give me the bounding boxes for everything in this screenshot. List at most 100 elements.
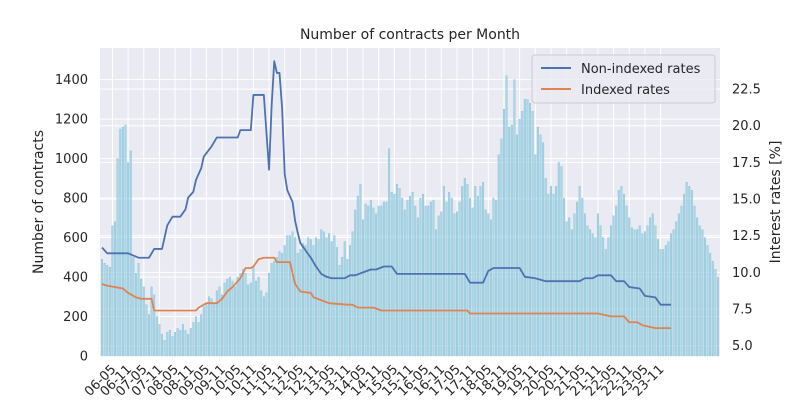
bar — [529, 103, 532, 357]
bar — [450, 197, 453, 357]
bar — [247, 284, 250, 357]
bar — [693, 205, 696, 357]
bar — [489, 219, 492, 357]
bar — [401, 197, 404, 357]
bar — [239, 272, 242, 357]
bar — [325, 237, 328, 357]
bar — [208, 296, 210, 357]
bar — [696, 217, 699, 357]
bar — [215, 290, 218, 357]
bar — [403, 209, 406, 357]
bar — [116, 158, 119, 357]
bar — [221, 294, 224, 357]
bar — [560, 166, 563, 357]
bar — [307, 237, 310, 357]
bar — [189, 328, 192, 357]
bar — [299, 249, 302, 357]
bar — [388, 148, 391, 357]
bar — [484, 209, 487, 357]
line-non-indexed-rates — [101, 60, 672, 306]
bar — [709, 253, 712, 357]
bar — [662, 249, 665, 357]
bar — [698, 225, 701, 357]
bar — [377, 205, 380, 357]
bar — [536, 126, 539, 357]
bar — [458, 201, 461, 357]
bar — [108, 267, 111, 357]
bar — [414, 205, 417, 357]
bar — [359, 184, 362, 357]
bar — [155, 316, 158, 357]
bar — [168, 330, 171, 357]
left-axis-tick-label: 200 — [63, 310, 88, 325]
bar — [174, 332, 177, 357]
bar — [453, 213, 456, 357]
left-axis-tick-label: 1400 — [55, 73, 88, 88]
bar — [134, 272, 137, 357]
bar — [711, 261, 714, 357]
bar — [176, 328, 179, 357]
right-axis-tick-label: 22.5 — [732, 83, 761, 98]
bar — [479, 186, 482, 357]
bar — [581, 197, 584, 357]
bar — [573, 213, 576, 357]
bar — [672, 229, 675, 357]
bar — [236, 276, 239, 357]
bar — [302, 243, 304, 357]
bar — [286, 235, 289, 357]
bar — [317, 239, 320, 357]
bar — [469, 197, 471, 357]
bar — [406, 199, 409, 357]
bar — [440, 211, 443, 357]
bar — [466, 184, 469, 357]
bar — [398, 188, 401, 357]
bar — [356, 195, 359, 357]
bar — [213, 304, 216, 357]
bar — [195, 316, 197, 357]
bar — [565, 221, 568, 357]
bar — [552, 193, 555, 357]
bar — [646, 225, 649, 357]
bar — [500, 138, 503, 357]
bar — [294, 237, 297, 357]
bar — [690, 190, 693, 357]
bar — [257, 276, 260, 357]
bar — [362, 219, 364, 357]
bar — [288, 235, 291, 357]
bar — [111, 225, 114, 357]
bar — [583, 213, 586, 357]
bar — [163, 340, 166, 357]
bar — [153, 294, 156, 357]
right-axis-tick-label: 17.5 — [732, 156, 761, 171]
bar — [495, 199, 498, 357]
bar — [226, 278, 229, 357]
bar — [393, 193, 396, 357]
bar — [670, 233, 672, 357]
bar — [268, 272, 271, 357]
bar — [688, 186, 691, 357]
bar — [505, 75, 508, 357]
line-series — [101, 60, 672, 330]
bar — [456, 211, 458, 357]
bar — [103, 263, 106, 357]
bar — [395, 184, 398, 357]
left-axis-tick-label: 400 — [63, 271, 88, 286]
bar — [119, 128, 122, 357]
bar — [677, 213, 680, 357]
bar — [463, 178, 466, 357]
bar — [482, 182, 485, 357]
bar — [309, 239, 312, 357]
bar — [275, 257, 278, 357]
bar — [599, 225, 602, 357]
bar — [409, 195, 411, 357]
bar — [607, 237, 610, 357]
bar — [563, 197, 565, 357]
bar — [617, 190, 620, 357]
bar — [124, 124, 127, 357]
bar — [283, 245, 286, 357]
bar — [320, 229, 323, 357]
bar — [437, 215, 440, 357]
bar — [187, 334, 190, 357]
bar — [610, 225, 612, 357]
bar — [375, 213, 378, 357]
